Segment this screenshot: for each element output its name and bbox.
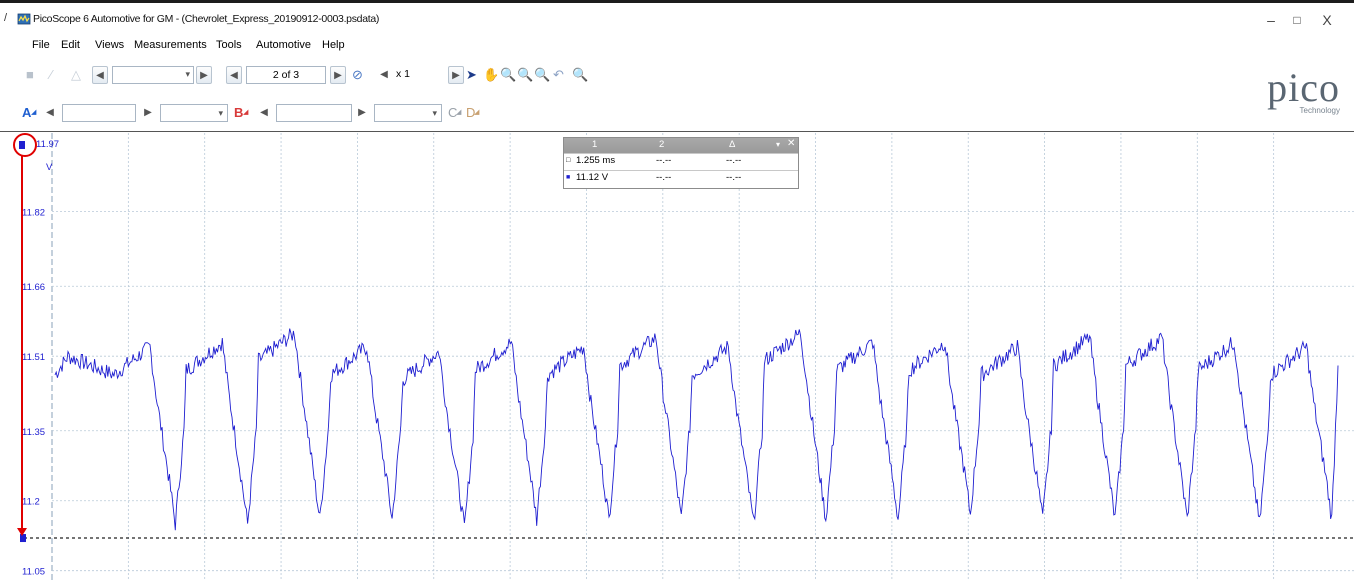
channel-a-range-field[interactable]: [62, 104, 136, 122]
timebase-dropdown[interactable]: ▾: [185, 69, 190, 79]
select-pointer-icon[interactable]: ➤: [466, 67, 477, 82]
signal-ruler[interactable]: [20, 534, 1354, 543]
measurement-cell: --.--: [656, 155, 672, 166]
channel-b-range-next-button[interactable]: ▶: [358, 107, 366, 118]
y-tick-label: 11.51: [22, 352, 45, 363]
title-left-glyph: /: [4, 12, 8, 24]
timebase-next-button[interactable]: ▶: [196, 66, 212, 84]
channel-a-range-next-button[interactable]: ▶: [144, 107, 152, 118]
measurements-table[interactable]: 1 2 Δ ▾ ✕ □ 1.255 ms --.-- --.-- ■ 11.12…: [563, 137, 799, 189]
channel-c-button[interactable]: C: [448, 105, 458, 120]
zoom-next-button[interactable]: ▶: [448, 66, 464, 84]
channel-b-range-prev-button[interactable]: ◀: [260, 107, 268, 118]
column-1-header: 1: [592, 139, 598, 150]
y-tick-label: 11.05: [22, 567, 45, 578]
channel-a-waveform: [54, 328, 1339, 531]
menu-automotive[interactable]: Automotive: [256, 39, 312, 51]
trigger-icon[interactable]: △: [71, 67, 81, 82]
y-tick-label: 11.97: [36, 139, 59, 150]
y-tick-label: 11.2: [22, 497, 40, 508]
zoom-field[interactable]: x 1: [392, 66, 444, 84]
y-tick-label: 11.35: [22, 427, 45, 438]
probe-icon[interactable]: ∕: [50, 67, 53, 82]
channel-d-button[interactable]: D: [466, 105, 476, 120]
annotation-arrow-head: [17, 528, 27, 537]
channel-d-dropdown-icon[interactable]: ◢: [474, 109, 480, 116]
measurements-header: 1 2 Δ ▾ ✕: [564, 138, 798, 153]
screen-top-edge: [0, 0, 1354, 3]
column-2-header: 2: [659, 139, 665, 150]
channel-b-coupling-dropdown[interactable]: ▾: [374, 104, 442, 122]
annotation: [13, 133, 37, 537]
close-button[interactable]: X: [1322, 12, 1332, 28]
channel-b-range-field[interactable]: [276, 104, 352, 122]
annotation-circle: [13, 133, 37, 157]
zoom-out-icon[interactable]: 🔍: [534, 67, 551, 82]
ruler-top-handle[interactable]: [19, 141, 25, 149]
menu-file[interactable]: File: [32, 39, 50, 51]
title-bar: / PicoScope 6 Automotive for GM - (Chevr…: [0, 3, 1354, 33]
measurement-cell: --.--: [726, 155, 742, 166]
minimize-button[interactable]: –: [1267, 12, 1275, 28]
ruler-handle[interactable]: [20, 534, 26, 543]
buffer-next-button[interactable]: ▶: [330, 66, 346, 84]
buffer-navigator-icon[interactable]: ⊘: [352, 67, 363, 82]
menu-measurements[interactable]: Measurements: [134, 39, 207, 51]
close-table-icon[interactable]: ✕: [787, 138, 796, 149]
column-delta-header: Δ: [729, 139, 736, 150]
channel-b-dropdown-icon[interactable]: ◢: [243, 109, 249, 116]
measurement-cell: 11.12 V: [576, 172, 609, 183]
scope-plot[interactable]: V 11.97 11.82 11.66 11.51 11.35 11.2 11.05: [0, 131, 1354, 580]
measurement-row-voltage: ■ 11.12 V --.-- --.--: [564, 170, 798, 187]
pico-logo: pico Technology: [1267, 65, 1340, 116]
pin-icon[interactable]: ▾: [776, 140, 781, 149]
menu-help[interactable]: Help: [322, 39, 345, 51]
buffer-prev-button[interactable]: ◀: [226, 66, 242, 84]
y-axis-ticks: V 11.97 11.82 11.66 11.51 11.35 11.2 11.05: [22, 139, 59, 578]
maximize-button[interactable]: □: [1293, 13, 1301, 27]
picoscope-app-icon: [17, 13, 31, 25]
measurement-cell: --.--: [656, 172, 672, 183]
toolbar-main: ■ ∕ △ ◀ ▾ ▶ ◀ 2 of 3 ▶ ⊘ ◀ x 1 ▶ ➤ ✋ 🔍 🔍…: [0, 66, 1220, 94]
y-axis-unit-label: V: [46, 162, 53, 173]
zoom-in-icon[interactable]: 🔍: [517, 67, 534, 82]
menu-bar: File Edit Views Measurements Tools Autom…: [0, 35, 1354, 57]
channel-a-range-prev-button[interactable]: ◀: [46, 107, 54, 118]
buffer-position-field[interactable]: 2 of 3: [246, 66, 326, 84]
channel-c-dropdown-icon[interactable]: ◢: [456, 109, 462, 116]
timebase-field[interactable]: [112, 66, 194, 84]
measurement-cell: 1.255 ms: [576, 155, 616, 166]
channel-a-button[interactable]: A: [22, 105, 32, 120]
measurement-cell: --.--: [726, 172, 742, 183]
y-tick-label: 11.66: [22, 282, 45, 293]
menu-views[interactable]: Views: [95, 39, 125, 51]
menu-tools[interactable]: Tools: [216, 39, 242, 51]
pico-logo-text: pico: [1267, 65, 1340, 110]
timebase-prev-button[interactable]: ◀: [92, 66, 108, 84]
toolbar-channels: A ◢ ◀ ▶ ▾ B ◢ ◀ ▶ ▾ C ◢ D ◢: [0, 104, 1220, 132]
menu-edit[interactable]: Edit: [61, 39, 80, 51]
channel-options-icon[interactable]: ■: [26, 67, 34, 82]
zoom-prev-button[interactable]: ◀: [380, 69, 388, 80]
y-tick-label: 11.82: [22, 208, 45, 219]
zoom-area-icon[interactable]: 🔍: [500, 67, 517, 82]
pico-logo-subtitle: Technology: [1299, 106, 1340, 115]
hand-tool-icon[interactable]: ✋: [483, 67, 500, 82]
channel-a-marker-icon: ■: [566, 174, 571, 181]
plot-background: [0, 131, 1354, 580]
channel-a-dropdown-icon[interactable]: ◢: [31, 109, 37, 116]
measurement-row-time: □ 1.255 ms --.-- --.--: [564, 153, 798, 170]
channel-b-button[interactable]: B: [234, 105, 244, 120]
window-title: PicoScope 6 Automotive for GM - (Chevrol…: [33, 13, 380, 25]
channel-a-coupling-dropdown[interactable]: ▾: [160, 104, 228, 122]
grid: [51, 133, 1354, 580]
ruler-1-marker-icon: □: [566, 157, 571, 164]
zoom-to-fit-icon[interactable]: 🔍: [572, 67, 589, 82]
undo-zoom-icon[interactable]: ↶: [553, 67, 564, 82]
